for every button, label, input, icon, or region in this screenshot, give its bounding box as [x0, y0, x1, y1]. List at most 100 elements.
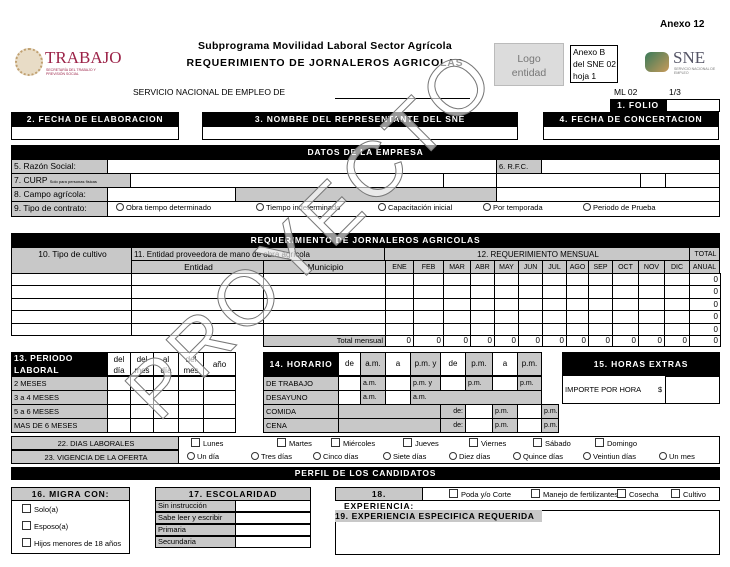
- table-cell[interactable]: [518, 310, 543, 324]
- radio-option[interactable]: Diez días: [449, 452, 490, 461]
- table-cell[interactable]: [494, 297, 519, 312]
- horario-input[interactable]: [338, 376, 361, 391]
- check-option[interactable]: Miércoles: [331, 438, 375, 448]
- table-cell[interactable]: [11, 297, 132, 312]
- check-option[interactable]: Jueves: [403, 438, 439, 448]
- table-cell[interactable]: [588, 310, 613, 324]
- check-option[interactable]: Manejo de fertilizantes: [531, 489, 618, 499]
- checkbox-icon[interactable]: [403, 438, 412, 447]
- table-cell[interactable]: [470, 285, 495, 299]
- table-cell[interactable]: [385, 322, 414, 336]
- table-cell[interactable]: [566, 310, 589, 324]
- table-cell[interactable]: [566, 297, 589, 312]
- table-cell[interactable]: [385, 297, 414, 312]
- table-cell[interactable]: [612, 297, 639, 312]
- checkbox-icon[interactable]: [617, 489, 626, 498]
- migra-option[interactable]: Solo(a): [22, 504, 58, 514]
- radio-icon[interactable]: [449, 452, 457, 460]
- rfc-input[interactable]: [541, 159, 720, 174]
- check-option[interactable]: Lunes: [191, 438, 223, 448]
- radio-icon[interactable]: [313, 452, 321, 460]
- table-cell[interactable]: [11, 322, 132, 336]
- check-option[interactable]: Sábado: [533, 438, 571, 448]
- horario-input[interactable]: [385, 390, 411, 405]
- checkbox-icon[interactable]: [22, 504, 31, 513]
- table-cell[interactable]: [638, 297, 665, 312]
- table-cell[interactable]: [638, 273, 665, 287]
- curp-input-4[interactable]: [640, 173, 666, 188]
- table-cell[interactable]: [413, 273, 444, 287]
- check-option[interactable]: Poda y/o Corte: [449, 489, 511, 499]
- horario-input[interactable]: [385, 376, 411, 391]
- table-cell[interactable]: [542, 285, 567, 299]
- radio-option[interactable]: Tiempo indeterminado: [256, 203, 340, 212]
- periodo-input[interactable]: [130, 418, 154, 433]
- table-cell[interactable]: [470, 297, 495, 312]
- table-cell[interactable]: [443, 273, 471, 287]
- table-cell[interactable]: [11, 310, 132, 324]
- radio-icon[interactable]: [187, 452, 195, 460]
- table-cell[interactable]: [413, 285, 444, 299]
- table-cell[interactable]: [566, 285, 589, 299]
- radio-icon[interactable]: [383, 452, 391, 460]
- escolaridad-input[interactable]: [235, 500, 311, 512]
- table-cell[interactable]: [638, 310, 665, 324]
- table-cell[interactable]: [11, 273, 132, 287]
- table-cell[interactable]: [664, 322, 690, 336]
- table-cell[interactable]: [612, 273, 639, 287]
- table-cell[interactable]: [518, 285, 543, 299]
- radio-icon[interactable]: [659, 452, 667, 460]
- curp-input-5[interactable]: [665, 173, 720, 188]
- checkbox-icon[interactable]: [277, 438, 286, 447]
- table-cell[interactable]: [470, 322, 495, 336]
- table-cell[interactable]: [385, 285, 414, 299]
- table-cell[interactable]: [385, 273, 414, 287]
- radio-option[interactable]: Veintiun días: [583, 452, 636, 461]
- radio-option[interactable]: Por temporada: [483, 203, 543, 212]
- radio-option[interactable]: Siete días: [383, 452, 426, 461]
- radio-icon[interactable]: [116, 203, 124, 211]
- periodo-input[interactable]: [107, 418, 131, 433]
- horario-input[interactable]: [338, 390, 361, 405]
- radio-icon[interactable]: [513, 452, 521, 460]
- checkbox-icon[interactable]: [449, 489, 458, 498]
- radio-option[interactable]: Periodo de Prueba: [583, 203, 656, 212]
- table-cell[interactable]: [494, 310, 519, 324]
- radio-icon[interactable]: [256, 203, 264, 211]
- radio-icon[interactable]: [583, 203, 591, 211]
- periodo-input[interactable]: [203, 404, 236, 419]
- horario-input[interactable]: [465, 418, 493, 433]
- table-cell[interactable]: [443, 297, 471, 312]
- table-cell[interactable]: [612, 285, 639, 299]
- representante-input[interactable]: [202, 126, 518, 140]
- radio-option[interactable]: Un día: [187, 452, 219, 461]
- check-option[interactable]: Martes: [277, 438, 312, 448]
- table-cell[interactable]: [542, 297, 567, 312]
- table-cell[interactable]: [494, 322, 519, 336]
- table-cell[interactable]: [664, 273, 690, 287]
- table-cell[interactable]: [612, 322, 639, 336]
- checkbox-icon[interactable]: [22, 521, 31, 530]
- campo-agricola-input[interactable]: [107, 187, 236, 202]
- table-cell[interactable]: [588, 297, 613, 312]
- radio-option[interactable]: Obra tiempo determinado: [116, 203, 211, 212]
- table-cell[interactable]: [542, 322, 567, 336]
- periodo-input[interactable]: [203, 418, 236, 433]
- table-cell[interactable]: [518, 297, 543, 312]
- radio-option[interactable]: Un mes: [659, 452, 695, 461]
- migra-option[interactable]: Esposo(a): [22, 521, 68, 531]
- table-cell[interactable]: [413, 297, 444, 312]
- table-cell[interactable]: [664, 297, 690, 312]
- table-cell[interactable]: [413, 322, 444, 336]
- servicio-input[interactable]: [335, 86, 470, 99]
- check-option[interactable]: Domingo: [595, 438, 637, 448]
- horario-input[interactable]: [517, 404, 542, 419]
- escolaridad-input[interactable]: [235, 536, 311, 548]
- table-cell[interactable]: [470, 310, 495, 324]
- campo-agricola-input-2[interactable]: [496, 187, 720, 202]
- radio-option[interactable]: Quince días: [513, 452, 563, 461]
- curp-input-3[interactable]: [496, 173, 641, 188]
- checkbox-icon[interactable]: [469, 438, 478, 447]
- table-cell[interactable]: [566, 322, 589, 336]
- radio-icon[interactable]: [251, 452, 259, 460]
